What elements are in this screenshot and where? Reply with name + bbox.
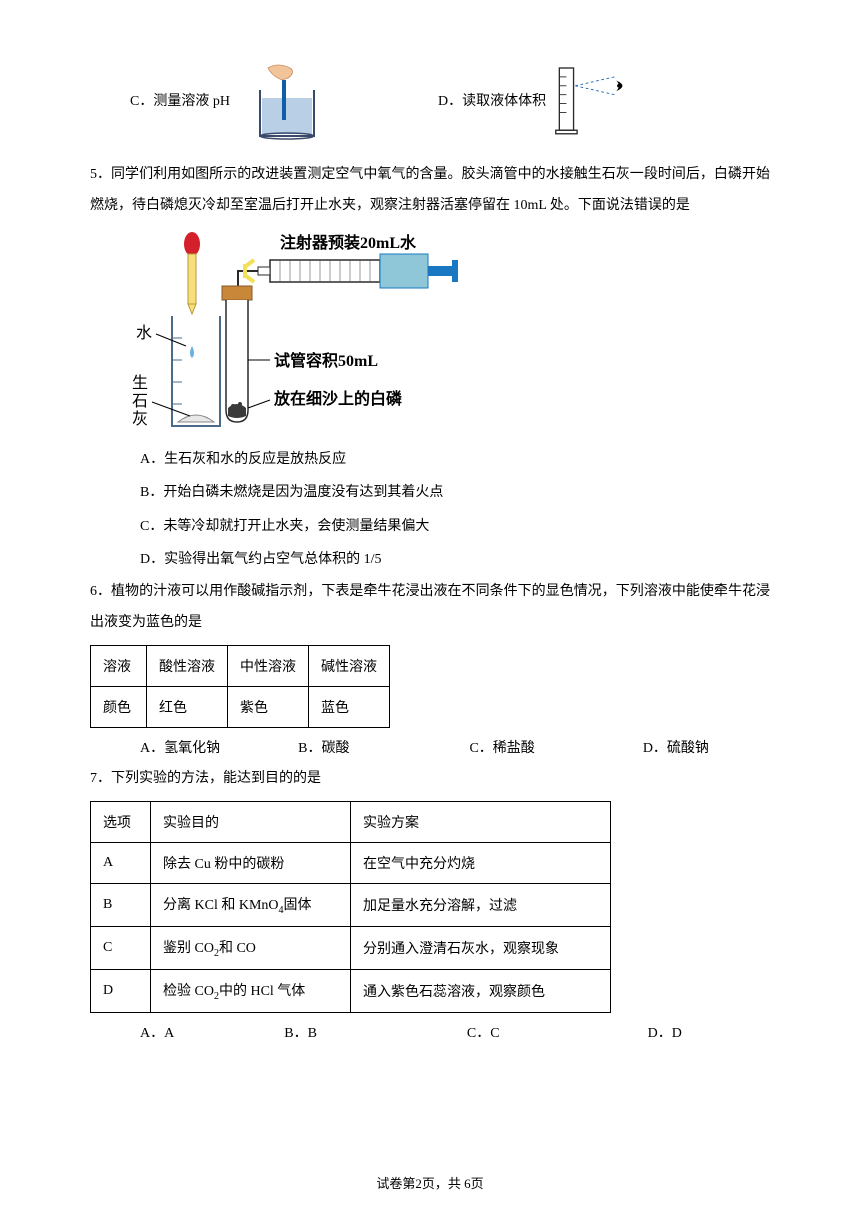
phos-label: 放在细沙上的白磷 xyxy=(273,389,403,408)
q7-rD2: 通入紫色石蕊溶液，观察颜色 xyxy=(351,969,611,1012)
lime-label-3: 灰 xyxy=(132,410,148,428)
table-row: A 除去 Cu 粉中的碳粉 在空气中充分灼烧 xyxy=(91,843,611,884)
table-row: 颜色 红色 紫色 蓝色 xyxy=(91,686,390,727)
q6-optA: A．氢氧化钠 xyxy=(140,734,220,765)
q6-stem: 6．植物的汁液可以用作酸碱指示剂，下表是牵牛花浸出液在不同条件下的显色情况，下列… xyxy=(90,577,770,639)
q6-r3: 蓝色 xyxy=(309,686,390,727)
q6-r1: 红色 xyxy=(147,686,228,727)
q7-rA0: A xyxy=(91,843,151,884)
water-label: 水 xyxy=(136,324,152,342)
q6-optC: C．稀盐酸 xyxy=(469,734,534,765)
q6-table: 溶液 酸性溶液 中性溶液 碱性溶液 颜色 红色 紫色 蓝色 xyxy=(90,645,390,728)
q7-optB: B．B xyxy=(284,1019,317,1050)
q6-optB: B．碳酸 xyxy=(298,734,349,765)
q7-rC0: C xyxy=(91,926,151,969)
q7-options: A．A B．B C．C D．D xyxy=(140,1019,770,1050)
lime-label-1: 生 xyxy=(132,374,148,392)
q7-optD: D．D xyxy=(648,1019,682,1050)
q7-rB1: 分离 KCl 和 KMnO4固体 xyxy=(151,884,351,927)
q6-r2: 紫色 xyxy=(228,686,309,727)
q6-options: A．氢氧化钠 B．碳酸 C．稀盐酸 D．硫酸钠 xyxy=(140,734,770,765)
q4-optd-label: D．读取液体体积 xyxy=(438,90,546,110)
q5-stem: 5．同学们利用如图所示的改进装置测定空气中氧气的含量。胶头滴管中的水接触生石灰一… xyxy=(90,160,770,222)
volume-diagram xyxy=(554,60,634,140)
q6-h1: 酸性溶液 xyxy=(147,645,228,686)
table-row: B 分离 KCl 和 KMnO4固体 加足量水充分溶解，过滤 xyxy=(91,884,611,927)
q5-optD: D．实验得出氧气约占空气总体积的 1/5 xyxy=(140,543,770,577)
table-row: D 检验 CO2中的 HCl 气体 通入紫色石蕊溶液，观察颜色 xyxy=(91,969,611,1012)
q4-optc-label: C．测量溶液 pH xyxy=(130,90,230,110)
q5-optC: C．未等冷却就打开止水夹，会使测量结果偏大 xyxy=(140,510,770,544)
table-row: 选项 实验目的 实验方案 xyxy=(91,802,611,843)
q6-optD: D．硫酸钠 xyxy=(643,734,709,765)
q5-diagram: 注射器预装20mL水 水 生 石 灰 试管容积50mL 放在细沙上的白磷 xyxy=(130,230,490,430)
ph-diagram xyxy=(238,60,338,140)
q4-options-row: C．测量溶液 pH D．读取液体体积 xyxy=(90,60,770,140)
q7-rB0: B xyxy=(91,884,151,927)
tube-label: 试管容积50mL xyxy=(274,351,378,370)
q5-optA: A．生石灰和水的反应是放热反应 xyxy=(140,443,770,477)
q7-optA: A．A xyxy=(140,1019,174,1050)
q7-rA1: 除去 Cu 粉中的碳粉 xyxy=(151,843,351,884)
q7-rC1: 鉴别 CO2和 CO xyxy=(151,926,351,969)
table-row: C 鉴别 CO2和 CO 分别通入澄清石灰水，观察现象 xyxy=(91,926,611,969)
lime-label-2: 石 xyxy=(132,393,148,410)
q6-h0: 溶液 xyxy=(91,645,147,686)
q7-table: 选项 实验目的 实验方案 A 除去 Cu 粉中的碳粉 在空气中充分灼烧 B 分离… xyxy=(90,801,611,1012)
q7-rD1: 检验 CO2中的 HCl 气体 xyxy=(151,969,351,1012)
q4-option-d: D．读取液体体积 xyxy=(438,60,634,140)
q7-rD0: D xyxy=(91,969,151,1012)
syringe-label: 注射器预装20mL水 xyxy=(280,233,417,252)
table-row: 溶液 酸性溶液 中性溶液 碱性溶液 xyxy=(91,645,390,686)
q4-option-c: C．测量溶液 pH xyxy=(130,60,338,140)
page-footer: 试卷第2页，共 6页 xyxy=(0,1173,860,1192)
q7-h0: 选项 xyxy=(91,802,151,843)
q6-h2: 中性溶液 xyxy=(228,645,309,686)
q5-optB: B．开始白磷未燃烧是因为温度没有达到其着火点 xyxy=(140,476,770,510)
q7-optC: C．C xyxy=(467,1019,500,1050)
q7-h1: 实验目的 xyxy=(151,802,351,843)
q6-r0: 颜色 xyxy=(91,686,147,727)
q7-rA2: 在空气中充分灼烧 xyxy=(351,843,611,884)
q7-h2: 实验方案 xyxy=(351,802,611,843)
q7-rB2: 加足量水充分溶解，过滤 xyxy=(351,884,611,927)
q6-h3: 碱性溶液 xyxy=(309,645,390,686)
q7-rC2: 分别通入澄清石灰水，观察现象 xyxy=(351,926,611,969)
q7-stem: 7．下列实验的方法，能达到目的的是 xyxy=(90,764,770,795)
